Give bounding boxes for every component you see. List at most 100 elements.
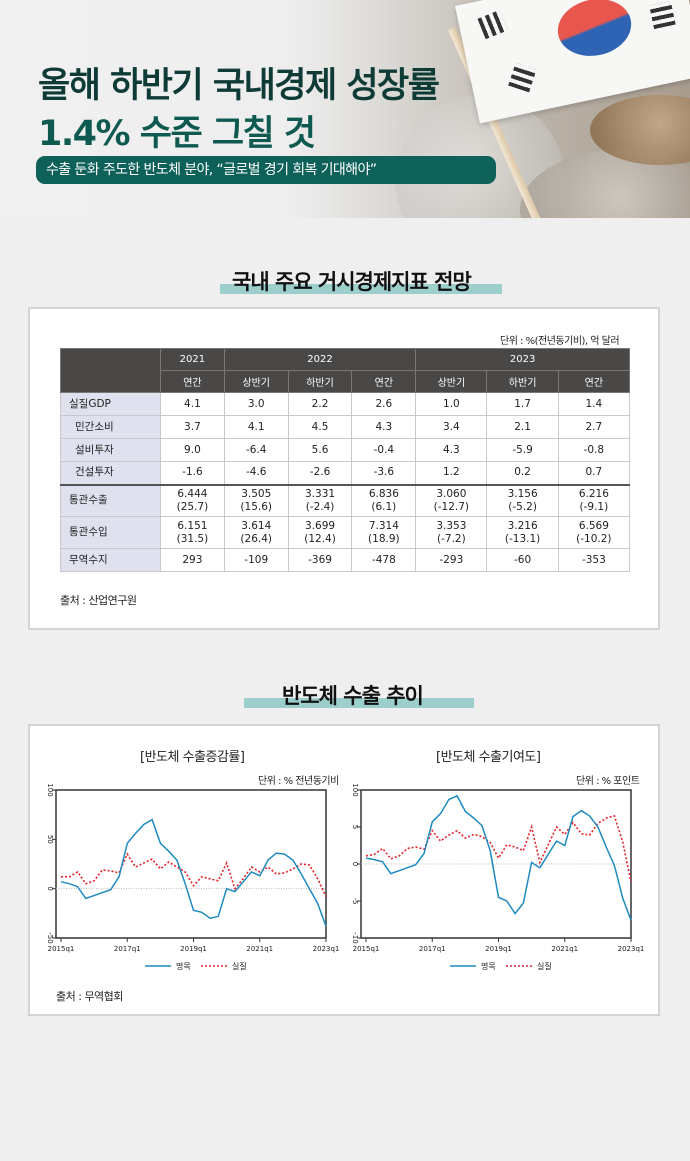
chart-source: 출처 : 무역협회: [56, 990, 123, 1003]
cell-value: -353: [581, 553, 606, 566]
table-cell: 6.216 (-9.1): [557, 483, 631, 517]
cell-growth-rate: (25.7): [176, 500, 209, 513]
chart-title-contribution: [반도체 수출기여도]: [436, 750, 541, 765]
table-cell: 0.2: [486, 461, 559, 485]
table-cell: 0.7: [557, 461, 631, 485]
row-header: 설비투자: [60, 438, 161, 462]
series-line-real: [61, 852, 327, 897]
legend-label-nominal: 명목: [176, 961, 191, 971]
hero-title: 올해 하반기 국내경제 성장률 1.4% 수준 그칠 것: [38, 62, 440, 158]
year-header: 2023: [415, 348, 630, 371]
cell-value: 3.7: [184, 420, 201, 433]
period-header: 상반기: [223, 370, 289, 393]
table-cell: 2.7: [557, 415, 631, 439]
cell-value: 2.1: [514, 420, 531, 433]
cell-growth-rate: (15.6): [240, 500, 272, 513]
year-header: 2021: [160, 348, 225, 371]
cell-value: 2.7: [585, 420, 603, 433]
table-cell: 3.4: [415, 415, 488, 439]
table-cell: 9.0: [160, 438, 225, 462]
table-cell: 1.4: [557, 392, 631, 416]
table-cell: 6.569 (-10.2): [557, 516, 631, 549]
cell-value: -2.6: [309, 466, 331, 479]
cell-value: -293: [439, 553, 464, 566]
cell-growth-rate: (-5.2): [508, 500, 537, 513]
x-tick-label: 2015q1: [48, 945, 75, 953]
cell-value: 6.444: [177, 487, 208, 500]
table-cell: -109: [223, 548, 289, 572]
cell-value: 4.1: [184, 397, 201, 410]
cell-value: 4.3: [375, 420, 393, 433]
cell-value: 6.216: [578, 487, 609, 500]
x-tick-label: 2017q1: [114, 945, 141, 953]
period-header: 연간: [557, 370, 631, 393]
cell-value: -0.4: [373, 443, 395, 456]
table-cell: 2.6: [351, 392, 417, 416]
table-cell: -0.8: [557, 438, 631, 462]
cell-growth-rate: (6.1): [371, 500, 397, 513]
cell-value: -0.8: [583, 443, 605, 456]
cell-value: -478: [371, 553, 396, 566]
cell-value: 3.4: [443, 420, 460, 433]
cell-value: 3.331: [305, 487, 336, 500]
y-tick-label: 50: [46, 835, 54, 844]
cell-growth-rate: (12.4): [304, 532, 336, 545]
table-cell: -6.4: [223, 438, 289, 462]
y-tick-label: -5: [351, 898, 359, 905]
table-cell: -4.6: [223, 461, 289, 485]
table-cell: 3.614 (26.4): [223, 516, 289, 549]
cell-value: -60: [514, 553, 532, 566]
table-cell: 3.505 (15.6): [223, 483, 289, 517]
cell-growth-rate: (18.9): [368, 532, 400, 545]
section-title-underline: [244, 698, 474, 708]
cell-value: 3.060: [436, 487, 467, 500]
section-title-underline: [220, 284, 502, 294]
table-row: 민간소비 3.7 4.1 4.5 4.3 3.4 2.1 2.7: [60, 415, 631, 439]
cell-value: 1.4: [585, 397, 603, 410]
y-tick-label: 100: [351, 783, 359, 796]
table-row: 통관수입 6.151 (31.5) 3.614 (26.4) 3.699 (12.4) 7.3…: [60, 516, 631, 549]
series-line-real: [365, 814, 632, 882]
cell-value: 3.216: [507, 519, 538, 532]
table-cell: 4.5: [287, 415, 353, 439]
table-row: 통관수출 6.444 (25.7) 3.505 (15.6) 3.331 (-2.4) 6.8…: [60, 483, 631, 517]
row-header: 실질GDP: [60, 392, 161, 416]
cell-value: -4.6: [245, 466, 267, 479]
hero-title-line2: 1.4% 수준 그칠 것: [38, 114, 316, 154]
chart-unit-growth: 단위 : % 전년동기비: [258, 776, 339, 787]
macro-indicator-table: 2021 2022 2023 연간 상반기 하반기 연간 상반기 하반기 연간 …: [60, 348, 631, 572]
cell-value: 0.7: [585, 466, 603, 479]
y-tick-label: -50: [46, 932, 54, 943]
cell-value: 293: [182, 553, 203, 566]
period-header: 상반기: [415, 370, 488, 393]
contribution-line-chart: 100 5 0 -5 -10 2015q1 2017q1 2019q1 2021q1 2023q1…: [351, 783, 644, 971]
trigram-icon: [649, 1, 676, 30]
table-cell: 1.2: [415, 461, 488, 485]
table-cell: 3.0: [223, 392, 289, 416]
table-cell: 5.6: [287, 438, 353, 462]
cell-value: 4.3: [443, 443, 460, 456]
table-unit-label: 단위 : %(전년동기비), 억 달러: [500, 336, 620, 347]
table-cell: 6.836 (6.1): [351, 483, 417, 517]
cell-growth-rate: (-10.2): [576, 532, 612, 545]
table-cell: -3.6: [351, 461, 417, 485]
cell-value: 3.699: [305, 519, 336, 532]
trigram-icon: [508, 62, 537, 93]
cell-growth-rate: (26.4): [240, 532, 272, 545]
table-row: 무역수지 293 -109 -369 -478 -293 -60 -353: [60, 548, 631, 572]
row-header: 민간소비: [60, 415, 161, 439]
cell-value: 6.836: [368, 487, 399, 500]
table-cell: 7.314 (18.9): [351, 516, 417, 549]
cell-value: 6.569: [578, 519, 609, 532]
table-cell: 2.2: [287, 392, 353, 416]
legend-label-real: 실질: [537, 961, 552, 971]
table-cell: 3.353 (-7.2): [415, 516, 488, 549]
taegeuk-icon: [552, 0, 637, 63]
table-source: 출처 : 산업연구원: [60, 594, 137, 607]
hero-title-line1: 올해 하반기 국내경제 성장률: [38, 66, 440, 106]
hero-subtitle: 수출 둔화 주도한 반도체 분야, “글로벌 경기 회복 기대해야”: [36, 156, 496, 184]
row-header: 통관수입: [60, 516, 161, 549]
table-cell: 3.156 (-5.2): [486, 483, 559, 517]
x-tick-label: 2019q1: [180, 945, 207, 953]
table-cell: -293: [415, 548, 488, 572]
